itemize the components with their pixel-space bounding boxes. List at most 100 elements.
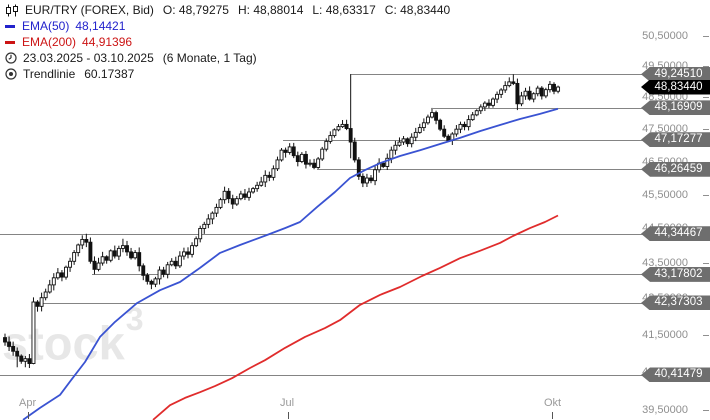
candle-body — [76, 244, 81, 254]
legend-ema200-row[interactable]: EMA(200) 44,91396 — [5, 34, 459, 50]
candle-body — [218, 199, 223, 208]
candle-body — [226, 190, 231, 200]
candle-body — [31, 301, 36, 364]
candle-body — [503, 85, 508, 91]
candle-body — [55, 272, 60, 279]
candle-body — [263, 174, 268, 183]
candle-body — [482, 102, 487, 108]
candle-body — [531, 93, 536, 100]
price-axis-label: 47,50000 — [642, 123, 688, 136]
candle-body — [466, 119, 471, 128]
candle-body — [157, 269, 162, 280]
candle-body — [478, 106, 483, 112]
candle-body — [519, 95, 524, 105]
candle-body — [133, 252, 138, 259]
candle-body — [389, 149, 394, 159]
period-range: 23.03.2025 - 03.10.2025 — [23, 51, 154, 65]
candle-body — [125, 245, 129, 253]
candle-body — [84, 238, 89, 243]
candle-body — [104, 256, 109, 261]
candle-body — [352, 141, 357, 161]
candle-body — [507, 81, 512, 87]
candle-body — [7, 341, 12, 347]
candle-body — [141, 265, 146, 276]
candle-body — [442, 128, 447, 137]
price-axis-label: 43,50000 — [642, 257, 688, 270]
candle-body — [324, 140, 329, 150]
ema50-line — [22, 107, 559, 420]
trendline-label: Trendlinie — [23, 67, 76, 81]
candle-body — [19, 355, 24, 362]
price-axis-label: 39,50000 — [642, 403, 688, 416]
level-price-tag: 48,16909 — [641, 100, 710, 116]
price-axis-label: 50,50000 — [642, 30, 688, 42]
candle-body — [369, 177, 373, 182]
candle-body — [287, 146, 292, 153]
candle-body — [68, 260, 73, 268]
trendline-icon — [5, 68, 17, 80]
candle-body — [177, 255, 182, 267]
candle-body — [360, 175, 365, 184]
candle-body — [161, 269, 166, 275]
candle-body — [267, 174, 272, 178]
candle-body — [470, 114, 475, 121]
level-price-tag: 40,41479 — [641, 367, 710, 383]
candlestick-icon — [5, 4, 19, 17]
level-price-tag: 43,17802 — [641, 266, 710, 282]
candle-body — [405, 138, 410, 145]
candle-body — [186, 251, 190, 255]
candle-body — [15, 350, 20, 357]
candle-body — [202, 223, 207, 229]
candle-body — [397, 141, 402, 146]
candle-body — [275, 159, 280, 170]
ema200-value: 44,91396 — [82, 35, 133, 49]
ohlc-close: C: 48,83440 — [384, 3, 451, 17]
candle-body — [64, 266, 68, 278]
candle-body — [100, 256, 105, 264]
level-price-tag: 42,37303 — [641, 295, 710, 311]
candle-body — [393, 144, 398, 151]
candle-body — [336, 126, 341, 131]
candle-body — [255, 184, 260, 190]
legend-period-row[interactable]: 23.03.2025 - 03.10.2025 (6 Monate, 1 Tag… — [5, 50, 459, 66]
candle-body — [283, 149, 288, 153]
legend-symbol-row[interactable]: EUR/TRY (FOREX, Bid) O: 48,79275 H: 48,8… — [5, 2, 459, 18]
candle-body — [259, 181, 264, 186]
candle-body — [51, 277, 56, 286]
candle-body — [527, 90, 532, 100]
candle-body — [425, 116, 430, 124]
candle-body — [80, 238, 85, 246]
candle-body — [385, 157, 390, 167]
candle-body — [547, 83, 552, 91]
candle-body — [539, 87, 544, 97]
candle-body — [181, 251, 186, 257]
candle-body — [458, 123, 463, 130]
candle-body — [421, 122, 426, 129]
candle-body — [356, 159, 361, 177]
time-axis-label: Okt — [544, 397, 562, 409]
clock-icon — [5, 52, 17, 64]
ema50-color-swatch — [5, 24, 15, 28]
candle-body — [328, 135, 333, 142]
candle-body — [112, 250, 117, 257]
candle-body — [234, 198, 239, 205]
candle-body — [210, 212, 215, 220]
legend-trendline-row[interactable]: Trendlinie 60.17387 — [5, 66, 459, 82]
candle-body — [312, 162, 317, 168]
candle-body — [108, 250, 113, 261]
legend-ema50-row[interactable]: EMA(50) 48,14421 — [5, 18, 459, 34]
ema50-value: 48,14421 — [75, 19, 126, 33]
candle-body — [72, 252, 77, 262]
candle-body — [291, 146, 296, 157]
candle-body — [409, 136, 414, 145]
candle-body — [149, 280, 154, 285]
candle-body — [242, 193, 247, 198]
candle-body — [454, 128, 459, 135]
ema50-label: EMA(50) — [22, 19, 70, 33]
candle-body — [153, 278, 158, 285]
candle-body — [446, 135, 451, 141]
candle-body — [332, 129, 337, 137]
candle-body — [190, 245, 195, 255]
candle-body — [491, 98, 495, 106]
